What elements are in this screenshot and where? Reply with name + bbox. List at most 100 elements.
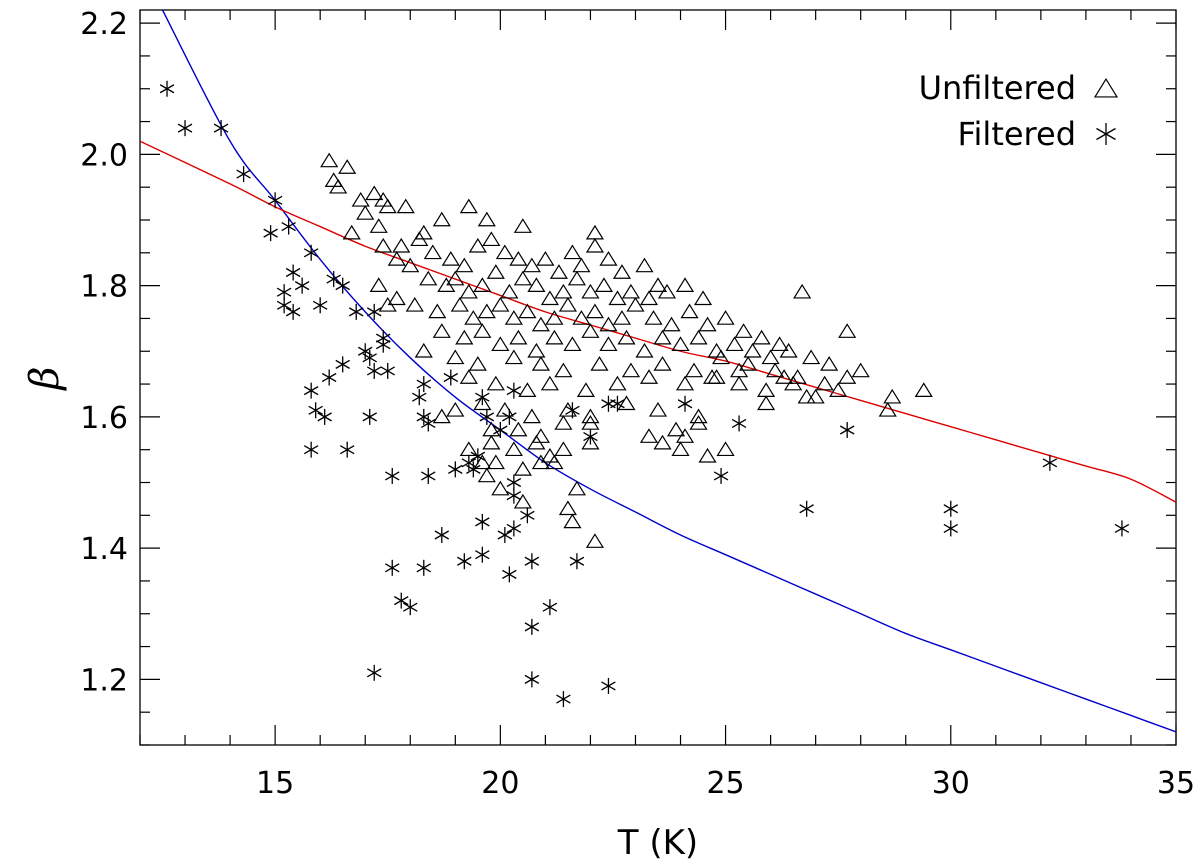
filtered-point [506,487,522,504]
y-tick-label: 1.8 [80,270,128,305]
unfiltered-point [680,303,699,319]
unfiltered-point [419,270,438,286]
unfiltered-point [567,270,586,286]
unfiltered-point [775,369,794,384]
unfiltered-point [689,329,708,345]
filtered-point [339,441,355,458]
unfiltered-point [320,152,339,168]
filtered-point [303,441,319,458]
unfiltered-point [378,198,397,214]
unfiltered-point [779,342,798,358]
unfiltered-point [432,211,451,227]
filtered-point [470,448,486,465]
unfiltered-point [455,257,474,273]
unfiltered-point [504,441,523,457]
unfiltered-point [639,369,659,384]
unfiltered-point [482,434,501,450]
unfiltered-point [540,447,559,463]
unfiltered-point [671,336,690,352]
filtered-point [285,303,301,320]
unfiltered-point [369,277,388,292]
filtered-point [416,559,432,576]
unfiltered-point [531,428,550,443]
unfiltered-point [491,480,510,496]
unfiltered-point [711,349,731,365]
unfiltered-point [675,375,695,391]
x-tick-label: 30 [932,766,970,801]
y-tick-label: 2.2 [80,7,128,42]
filtered-point [493,422,508,438]
filtered-point [448,461,463,478]
unfiltered-point [554,283,573,299]
unfiltered-point [522,408,541,424]
unfiltered-point [536,251,555,266]
unfiltered-point [504,349,523,365]
unfiltered-point [698,316,717,332]
x-tick-label: 35 [1157,766,1195,801]
unfiltered-point [599,316,618,332]
unfiltered-point [558,296,577,312]
unfiltered-point [838,369,857,384]
unfiltered-point [513,493,532,509]
filtered-point [466,461,481,478]
unfiltered-point [693,290,713,306]
filtered-point [321,369,337,386]
unfiltered-point [486,454,505,470]
unfiltered-point [648,277,668,292]
unfiltered-point [527,342,546,358]
filtered-point [434,527,450,543]
unfiltered-point [581,283,600,299]
legend-label-unfiltered: Unfiltered [919,69,1076,107]
unfiltered-point [572,257,591,273]
unfiltered-point [635,257,654,273]
filtered-point [213,120,229,137]
filtered-point [524,553,540,570]
unfiltered-point [446,349,465,365]
unfiltered-point [581,434,600,450]
unfiltered-point [554,362,573,378]
x-axis-title: T (K) [617,823,698,862]
y-tick-label: 1.4 [80,532,128,567]
filtered-point [524,618,540,635]
unfiltered-point [635,342,654,358]
filtered-point [335,356,350,373]
filtered-point [366,303,382,320]
unfiltered-point [464,310,483,325]
unfiltered-point [428,303,447,319]
unfiltered-point [468,237,487,253]
unfiltered-point [716,310,735,325]
fit-curve-red [140,140,1176,503]
unfiltered-point [581,408,600,424]
legend-label-filtered: Filtered [957,115,1076,153]
unfiltered-point [549,264,568,279]
unfiltered-point [459,198,478,214]
unfiltered-point [441,251,460,266]
filtered-point [375,336,391,353]
filtered-point [731,415,747,432]
filtered-point [506,382,522,399]
unfiltered-point [707,369,726,384]
unfiltered-point [518,303,537,319]
unfiltered-point [473,323,492,338]
unfiltered-point [599,251,618,266]
unfiltered-point [374,237,393,253]
unfiltered-point [585,237,605,253]
unfiltered-point [644,310,663,325]
filtered-point [236,166,251,183]
unfiltered-point [563,513,582,529]
filtered-point [943,500,959,517]
unfiltered-point [716,441,735,457]
unfiltered-point [540,375,559,391]
unfiltered-point [392,237,411,253]
filtered-point [497,527,513,543]
filtered-point [416,376,432,393]
unfiltered-point [671,441,690,457]
filtered-point [479,408,495,425]
unfiltered-point [572,310,591,325]
filtered-point [412,389,427,406]
fit-curves [140,10,1176,733]
unfiltered-point [473,277,492,292]
unfiltered-point [734,323,753,338]
filtered-point [303,244,319,261]
unfiltered-point [820,356,839,371]
